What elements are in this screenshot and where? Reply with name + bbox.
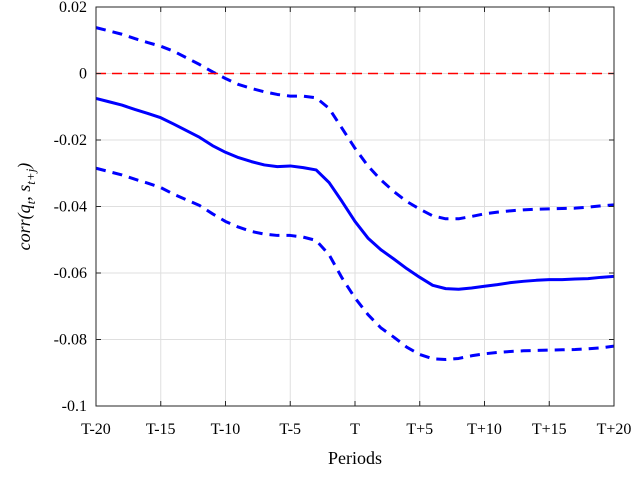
- y-axis-title: corr(qt, st+j): [14, 163, 38, 251]
- y-tick-label: -0.04: [54, 199, 87, 216]
- y-tick-label: 0.02: [59, 0, 87, 16]
- x-axis-title: Periods: [328, 448, 382, 468]
- series-line-band: [95, 166, 615, 361]
- y-tick-label: -0.02: [54, 132, 87, 149]
- x-tick-label: T+15: [532, 421, 567, 438]
- x-tick-label: T-10: [211, 421, 241, 438]
- x-tick-label: T-20: [81, 421, 111, 438]
- y-axis-title-part: , s: [14, 185, 34, 201]
- x-tick-label: T: [350, 421, 360, 438]
- grid: [95, 6, 615, 407]
- y-tick-label: -0.08: [54, 332, 87, 349]
- x-tick-label: T-15: [146, 421, 176, 438]
- x-tick-label: T+20: [597, 421, 632, 438]
- y-tick-label: -0.1: [62, 398, 87, 415]
- y-tick-labels: -0.1 -0.08 -0.06 -0.04 -0.02 0 0.02: [54, 0, 87, 415]
- x-tick-labels: T-20 T-15 T-10 T-5 T T+5 T+10 T+15 T+20: [81, 421, 631, 438]
- series-line-estimate: [95, 96, 615, 291]
- x-tick-label: T+10: [467, 421, 502, 438]
- y-axis-title-part: corr(q: [14, 204, 35, 250]
- y-tick-label: 0: [79, 66, 87, 83]
- ticks: [95, 6, 615, 407]
- y-axis-title-subscript: t+j: [23, 168, 38, 184]
- y-tick-label: -0.06: [54, 265, 87, 282]
- x-tick-label: T-5: [279, 421, 301, 438]
- x-tick-label: T+5: [406, 421, 433, 438]
- series-line-band: [95, 26, 615, 221]
- y-axis-title-part: ): [14, 163, 35, 170]
- series-group: [95, 26, 615, 361]
- y-axis-title-subscript: t: [23, 200, 38, 204]
